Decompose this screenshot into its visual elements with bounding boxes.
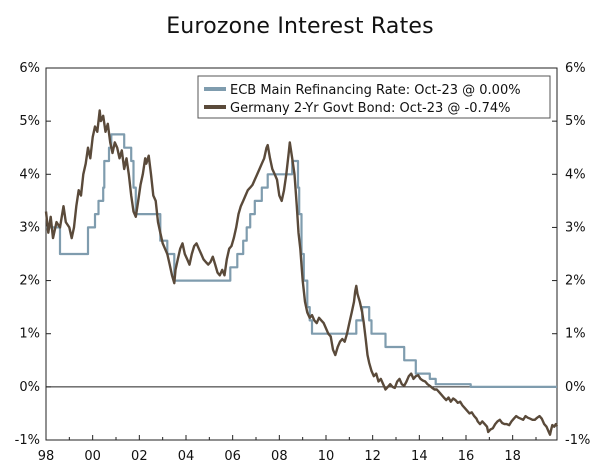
x-tick-label: 16 [458, 449, 475, 464]
x-tick-label: 02 [131, 449, 148, 464]
x-tick-label: 04 [178, 449, 195, 464]
y-tick-label-left: 6% [19, 61, 40, 76]
y-tick-label-left: 5% [19, 114, 40, 129]
x-tick-label: 98 [38, 449, 55, 464]
y-tick-label-left: 4% [19, 167, 40, 182]
chart-title: Eurozone Interest Rates [166, 14, 434, 39]
y-tick-label-right: 0% [565, 380, 586, 395]
series-line-1 [44, 109, 559, 436]
y-tick-label-right: 6% [565, 61, 586, 76]
x-tick-label: 14 [411, 449, 428, 464]
series-line-0 [46, 133, 557, 388]
y-tick-label-left: 0% [19, 380, 40, 395]
plot-frame [45, 67, 558, 441]
x-tick-label: 12 [364, 449, 381, 464]
y-tick-label-right: 4% [565, 167, 586, 182]
legend-label-0: ECB Main Refinancing Rate: Oct-23 @ 0.00… [230, 83, 521, 98]
y-tick-label-right: 2% [565, 274, 586, 289]
y-tick-label-right: 5% [565, 114, 586, 129]
x-tick-label: 00 [84, 449, 101, 464]
y-tick-label-right: 3% [565, 220, 586, 235]
legend-label-1: Germany 2-Yr Govt Bond: Oct-23 @ -0.74% [230, 101, 511, 116]
x-tick-label: 08 [271, 449, 288, 464]
x-tick-label: 06 [224, 449, 241, 464]
y-tick-label-right: 1% [565, 327, 586, 342]
legend-box [197, 75, 551, 119]
y-tick-label-left: -1% [15, 433, 40, 448]
x-tick-label: 10 [318, 449, 335, 464]
y-tick-label-left: 2% [19, 274, 40, 289]
y-tick-label-left: 3% [19, 220, 40, 235]
x-tick-label: 18 [504, 449, 521, 464]
y-tick-label-right: -1% [565, 433, 590, 448]
y-tick-label-left: 1% [19, 327, 40, 342]
